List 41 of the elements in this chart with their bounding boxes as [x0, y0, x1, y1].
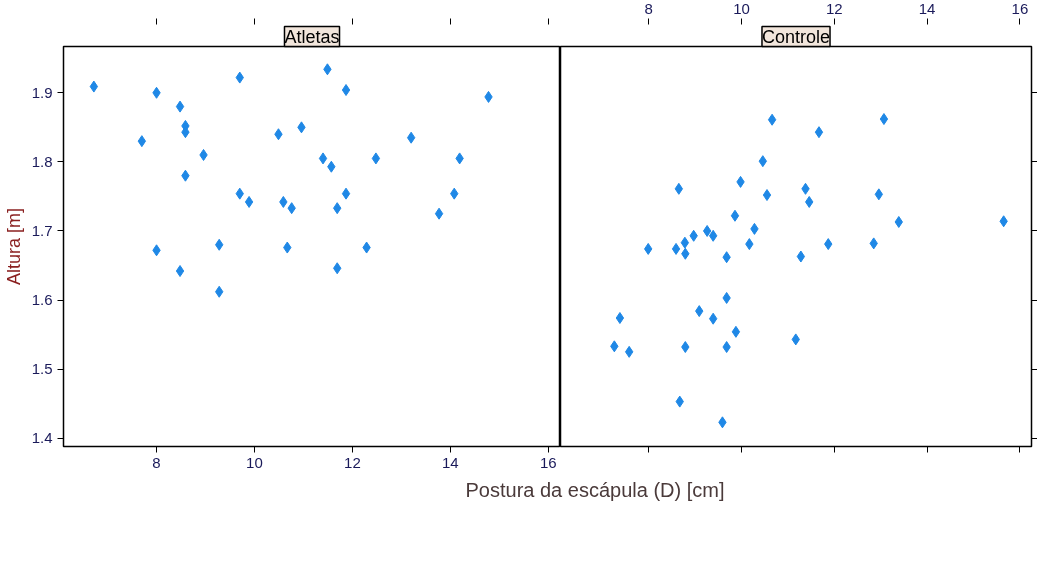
y-tick-label: 1.7 [31, 221, 53, 239]
point [680, 236, 690, 249]
point [762, 189, 772, 202]
point [879, 113, 889, 126]
chart-title: Atletas [284, 26, 340, 47]
point [731, 325, 741, 338]
y-tick-label: 1.8 [31, 152, 53, 170]
point [89, 80, 99, 93]
point [406, 131, 416, 144]
x-tick-label: 16 [1011, 0, 1029, 17]
point [796, 250, 806, 263]
point [814, 126, 824, 139]
point [341, 84, 351, 97]
y-axis-title: Altura [m] [3, 207, 24, 286]
y-tick-label: 1.6 [31, 291, 53, 309]
x-tick-label: 8 [152, 453, 161, 471]
point [318, 152, 328, 165]
point [615, 312, 625, 324]
point [175, 265, 185, 278]
point [434, 207, 444, 220]
x-tick-label: 8 [644, 0, 653, 17]
y-tick-label: 1.4 [31, 429, 53, 447]
point [137, 135, 147, 148]
x-tick-label: 14 [918, 0, 936, 17]
x-tick-label: 14 [441, 453, 459, 471]
point [341, 187, 351, 200]
point [671, 242, 681, 255]
x-tick-label: 10 [246, 453, 263, 471]
y-tick-label: 1.9 [31, 83, 53, 101]
x-tick-label: 12 [825, 0, 843, 17]
x-tick-label: 10 [733, 0, 750, 17]
x-tick-label: 12 [344, 453, 361, 471]
point [702, 224, 712, 237]
point [175, 100, 185, 113]
point [767, 113, 777, 126]
x-axis-title: Postura da escápula (D) [cm] [465, 478, 725, 503]
point [371, 152, 381, 165]
x-tick-label: 16 [539, 453, 557, 471]
y-tick-label: 1.5 [31, 360, 53, 378]
point [730, 209, 740, 222]
point [244, 195, 254, 208]
